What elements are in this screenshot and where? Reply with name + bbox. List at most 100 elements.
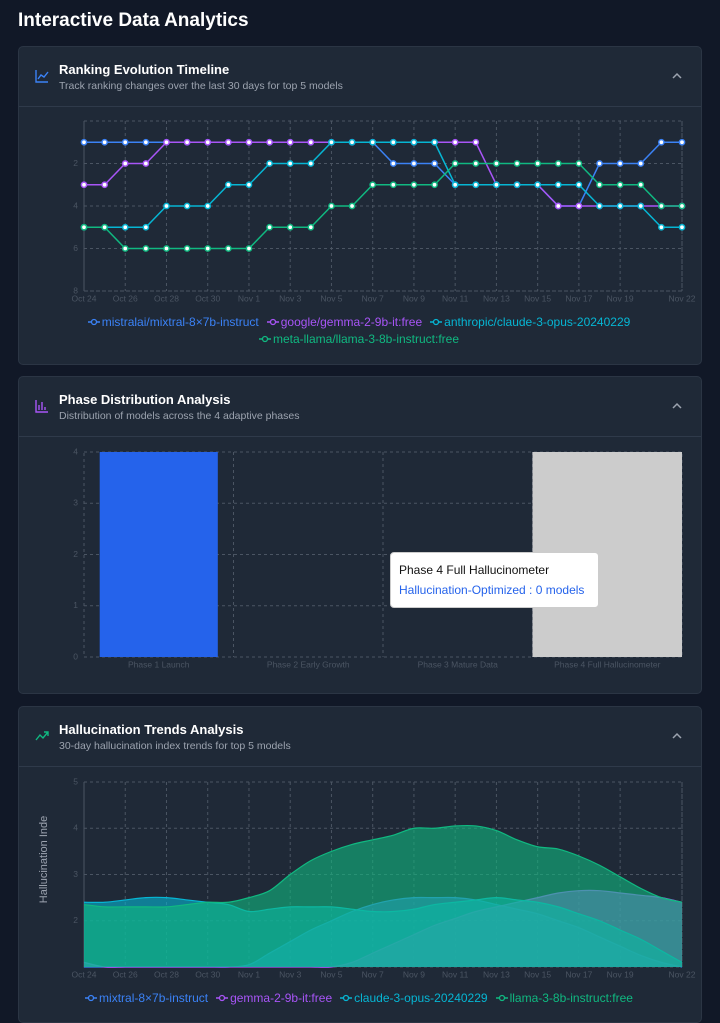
collapse-chevron[interactable] <box>671 731 683 741</box>
x-tick-label: Nov 5 <box>320 969 342 979</box>
x-tick-label: Nov 15 <box>524 969 551 979</box>
y-tick-label: 1 <box>73 600 78 610</box>
phase-card: Phase Distribution Analysis Distribution… <box>18 376 702 694</box>
area-line <box>83 824 683 908</box>
data-point <box>472 181 480 189</box>
tooltip: Phase 4 Full Hallucinometer Hallucinatio… <box>390 552 599 608</box>
legend-item[interactable]: llama-3-8b-instruct:free <box>495 991 633 1005</box>
data-point <box>410 181 418 189</box>
x-tick-label: Nov 11 <box>442 293 469 303</box>
bar <box>99 452 218 657</box>
data-point <box>183 245 191 252</box>
x-tick-label: Nov 13 <box>483 293 510 303</box>
chart: 2 3 4 5 Oct 24 Oct 26 Oct 28 Oct 30 Nov 1 Nov 3 No… <box>38 776 696 979</box>
data-point <box>266 160 273 167</box>
data-point <box>554 181 562 189</box>
legend-item[interactable]: mixtral-8×7b-instruct <box>85 991 208 1005</box>
card-header[interactable]: Phase Distribution Analysis Distribution… <box>19 377 701 437</box>
legend-label: mistralai/mixtral-8×7b-instruct <box>101 315 259 329</box>
legend-icon <box>340 994 353 1002</box>
y-tick-label: 3 <box>73 869 78 879</box>
legend-swatch <box>90 318 97 326</box>
legend-icon <box>430 318 443 326</box>
card-subtitle: 30-day hallucination index trends for to… <box>59 740 291 752</box>
legend-item[interactable]: mistralai/mixtral-8×7b-instruct <box>87 315 259 329</box>
y-tick-label: 2 <box>73 549 78 559</box>
legend-label: mixtral-8×7b-instruct <box>99 991 209 1005</box>
card-header[interactable]: Hallucination Trends Analysis 30-day hal… <box>19 707 701 767</box>
y-tick-label: 4 <box>73 200 78 210</box>
data-point <box>389 138 397 146</box>
data-point <box>286 160 294 167</box>
card-header[interactable]: Ranking Evolution Timeline Track ranking… <box>19 47 701 107</box>
collapse-chevron[interactable] <box>671 71 683 81</box>
data-point <box>80 223 88 231</box>
y-tick-label: 4 <box>73 446 78 456</box>
data-point <box>616 181 624 189</box>
y-tick-label: 5 <box>73 776 78 786</box>
data-point <box>121 223 129 231</box>
data-point <box>369 138 377 146</box>
data-point <box>121 138 129 146</box>
data-point <box>142 160 150 167</box>
y-tick-label: 6 <box>73 243 78 253</box>
legend-swatch <box>342 994 350 1002</box>
legend-item[interactable]: claude-3-opus-20240229 <box>340 991 488 1005</box>
data-point <box>451 181 459 189</box>
data-point <box>286 223 294 231</box>
x-tick-label: Oct 26 <box>113 969 138 979</box>
area-fill <box>84 825 682 967</box>
x-tick-label: Phase 4 Full Hallucinometer <box>554 659 660 669</box>
data-point <box>596 202 603 210</box>
legend-swatch <box>87 994 95 1002</box>
data-point <box>472 160 480 167</box>
y-tick-label: 0 <box>73 651 78 661</box>
x-tick-label: Phase 3 Mature Data <box>418 659 499 669</box>
x-tick-label: Oct 28 <box>154 969 179 979</box>
card-title: Phase Distribution Analysis <box>59 392 231 407</box>
x-tick-label: Oct 28 <box>154 293 179 303</box>
data-point <box>658 223 665 231</box>
x-tick-label: Nov 9 <box>403 293 425 303</box>
data-point <box>678 223 686 231</box>
legend-item[interactable]: gemma-2-9b-it:free <box>216 991 332 1005</box>
data-point <box>534 160 542 167</box>
data-point <box>678 202 686 210</box>
legend-item[interactable]: anthropic/claude-3-opus-20240229 <box>430 315 630 329</box>
data-point <box>101 138 108 146</box>
legend-icon <box>85 994 98 1002</box>
data-point <box>658 138 665 146</box>
data-point <box>121 245 129 252</box>
data-point <box>245 181 253 189</box>
x-tick-label: Nov 19 <box>607 969 634 979</box>
legend: mistralai/mixtral-8×7b-instruct google/ge… <box>59 315 659 346</box>
x-tick-label: Oct 30 <box>195 969 220 979</box>
tooltip-value: Hallucination-Optimized : 0 models <box>399 583 585 597</box>
data-point <box>616 202 624 210</box>
legend-item[interactable]: meta-llama/llama-3-8b-instruct:free <box>258 332 460 346</box>
data-point <box>410 160 418 167</box>
x-tick-label: Oct 24 <box>71 969 96 979</box>
bar-icon <box>35 400 48 413</box>
data-point <box>163 202 170 210</box>
data-point <box>245 245 253 252</box>
collapse-chevron[interactable] <box>671 401 683 411</box>
data-point <box>307 138 315 146</box>
legend-item[interactable]: google/gemma-2-9b-it:free <box>266 315 422 329</box>
data-point <box>142 245 150 252</box>
series-line <box>84 141 682 228</box>
data-point <box>183 138 191 146</box>
tooltip-title: Phase 4 Full Hallucinometer <box>399 563 550 577</box>
x-tick-label: Nov 19 <box>607 293 634 303</box>
legend-label: meta-llama/llama-3-8b-instruct:free <box>272 332 460 346</box>
data-point <box>637 160 645 167</box>
y-tick-label: 3 <box>73 498 78 508</box>
data-point <box>224 181 232 189</box>
data-point <box>410 138 418 146</box>
data-point <box>204 202 212 210</box>
data-point <box>80 138 88 146</box>
data-point <box>637 202 645 210</box>
x-tick-label: Nov 7 <box>362 293 384 303</box>
legend-swatch <box>269 318 276 326</box>
